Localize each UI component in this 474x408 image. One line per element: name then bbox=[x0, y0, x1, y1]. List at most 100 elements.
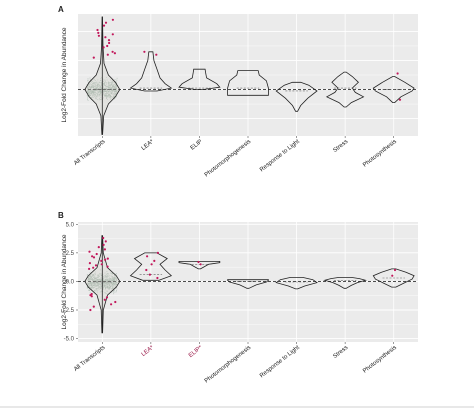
jitter-point bbox=[115, 276, 117, 278]
jitter-point bbox=[107, 280, 109, 282]
jitter-point bbox=[111, 96, 113, 98]
y-tick-label: 0.0 bbox=[66, 279, 75, 285]
jitter-point bbox=[112, 291, 114, 293]
jitter-point bbox=[92, 84, 95, 87]
jitter-point bbox=[93, 88, 95, 90]
jitter-point bbox=[89, 286, 91, 288]
jitter-point bbox=[89, 85, 91, 87]
jitter-point bbox=[91, 285, 93, 287]
jitter-point bbox=[100, 97, 102, 99]
jitter-point bbox=[107, 286, 109, 289]
jitter-point bbox=[100, 288, 102, 290]
jitter-point bbox=[111, 288, 113, 290]
jitter-point bbox=[87, 281, 89, 283]
jitter-point bbox=[89, 278, 91, 280]
jitter-point bbox=[90, 97, 92, 99]
jitter-point bbox=[89, 292, 91, 294]
highlighted-point bbox=[92, 266, 95, 269]
jitter-point bbox=[111, 283, 113, 285]
jitter-point bbox=[112, 84, 114, 86]
panel-A: Log2-Fold Change in Abundance A All Transc… bbox=[58, 5, 418, 178]
jitter-point bbox=[114, 90, 116, 92]
jitter-point bbox=[91, 89, 93, 91]
jitter-point bbox=[94, 286, 96, 288]
jitter-point bbox=[98, 90, 100, 92]
jitter-point bbox=[105, 93, 107, 95]
jitter-point bbox=[99, 287, 101, 289]
jitter-point bbox=[116, 288, 118, 290]
highlighted-point bbox=[107, 39, 111, 42]
jitter-point bbox=[91, 86, 93, 88]
jitter-point bbox=[113, 284, 115, 286]
jitter-point bbox=[91, 281, 93, 283]
jitter-point bbox=[114, 291, 116, 293]
jitter-point bbox=[96, 90, 98, 92]
jitter-point bbox=[106, 285, 109, 287]
jitter-point bbox=[109, 286, 111, 288]
jitter-point bbox=[104, 272, 106, 274]
highlighted-point bbox=[106, 53, 109, 56]
jitter-point bbox=[114, 79, 116, 81]
x-category-label: Stress bbox=[332, 345, 349, 360]
jitter-point bbox=[109, 278, 111, 280]
violin-response-to-light bbox=[275, 277, 318, 290]
jitter-point bbox=[100, 79, 102, 82]
jitter-point bbox=[111, 87, 113, 89]
jitter-point bbox=[93, 78, 95, 80]
jitter-point bbox=[97, 94, 99, 96]
jitter-point bbox=[114, 98, 116, 100]
highlighted-point bbox=[94, 264, 98, 267]
jitter-point bbox=[110, 279, 112, 281]
jitter-point bbox=[95, 277, 97, 279]
jitter-point bbox=[106, 273, 108, 275]
highlighted-point bbox=[104, 240, 107, 243]
jitter-point bbox=[92, 278, 94, 281]
jitter-point bbox=[107, 275, 110, 277]
jitter-point bbox=[109, 282, 111, 284]
jitter-point bbox=[112, 287, 114, 289]
jitter-point bbox=[94, 275, 96, 278]
jitter-point bbox=[96, 93, 99, 95]
jitter-point bbox=[98, 84, 100, 86]
jitter-point bbox=[91, 85, 93, 87]
jitter-point bbox=[95, 96, 97, 98]
jitter-point bbox=[92, 279, 94, 282]
jitter-point bbox=[88, 84, 90, 86]
jitter-point bbox=[97, 279, 99, 281]
jitter-point bbox=[116, 89, 118, 91]
jitter-point bbox=[116, 77, 118, 79]
jitter-point bbox=[103, 84, 105, 86]
jitter-point bbox=[87, 279, 89, 281]
jitter-point bbox=[114, 84, 116, 86]
jitter-point bbox=[87, 78, 89, 80]
jitter-point bbox=[101, 286, 103, 288]
jitter-point bbox=[88, 290, 91, 292]
jitter-point bbox=[89, 83, 91, 85]
jitter-point bbox=[99, 92, 101, 94]
jitter-point bbox=[90, 81, 92, 83]
jitter-point bbox=[104, 81, 106, 83]
jitter-point bbox=[87, 99, 89, 101]
highlighted-point bbox=[146, 255, 149, 258]
highlighted-point bbox=[153, 259, 156, 262]
jitter-point bbox=[93, 284, 96, 286]
jitter-point bbox=[111, 286, 114, 288]
jitter-point bbox=[102, 80, 105, 83]
jitter-point bbox=[102, 90, 104, 92]
jitter-point bbox=[100, 82, 102, 84]
x-category-label: Response to Light bbox=[259, 139, 301, 174]
jitter-point bbox=[105, 286, 107, 288]
jitter-point bbox=[106, 278, 108, 280]
jitter-point bbox=[107, 93, 110, 95]
jitter-point bbox=[106, 280, 108, 282]
jitter-point bbox=[97, 287, 99, 289]
jitter-point bbox=[95, 290, 97, 292]
x-category-label: Stress bbox=[332, 139, 349, 154]
highlighted-point bbox=[148, 273, 151, 276]
jitter-point bbox=[109, 285, 111, 287]
jitter-point bbox=[114, 92, 116, 95]
jitter-point bbox=[112, 86, 114, 89]
jitter-point bbox=[108, 91, 110, 94]
jitter-point bbox=[92, 93, 94, 95]
jitter-point bbox=[105, 76, 108, 79]
